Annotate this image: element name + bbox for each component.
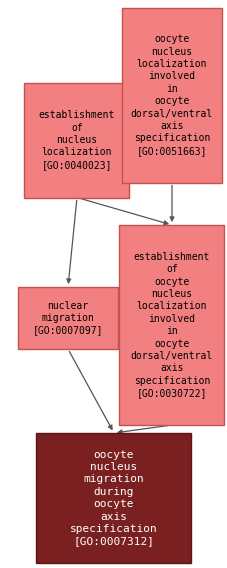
FancyBboxPatch shape [18, 287, 118, 349]
Text: nuclear
migration
[GO:0007097]: nuclear migration [GO:0007097] [33, 300, 103, 335]
FancyBboxPatch shape [121, 7, 221, 182]
Text: oocyte
nucleus
localization
involved
in
oocyte
dorsal/ventral
axis
specification: oocyte nucleus localization involved in … [130, 34, 212, 156]
Text: establishment
of
nucleus
localization
[GO:0040023]: establishment of nucleus localization [G… [39, 110, 115, 170]
FancyBboxPatch shape [119, 225, 224, 425]
FancyBboxPatch shape [36, 433, 191, 563]
Text: oocyte
nucleus
migration
during
oocyte
axis
specification
[GO:0007312]: oocyte nucleus migration during oocyte a… [70, 450, 157, 546]
Text: establishment
of
oocyte
nucleus
localization
involved
in
oocyte
dorsal/ventral
a: establishment of oocyte nucleus localiza… [130, 252, 212, 398]
FancyBboxPatch shape [24, 82, 129, 198]
